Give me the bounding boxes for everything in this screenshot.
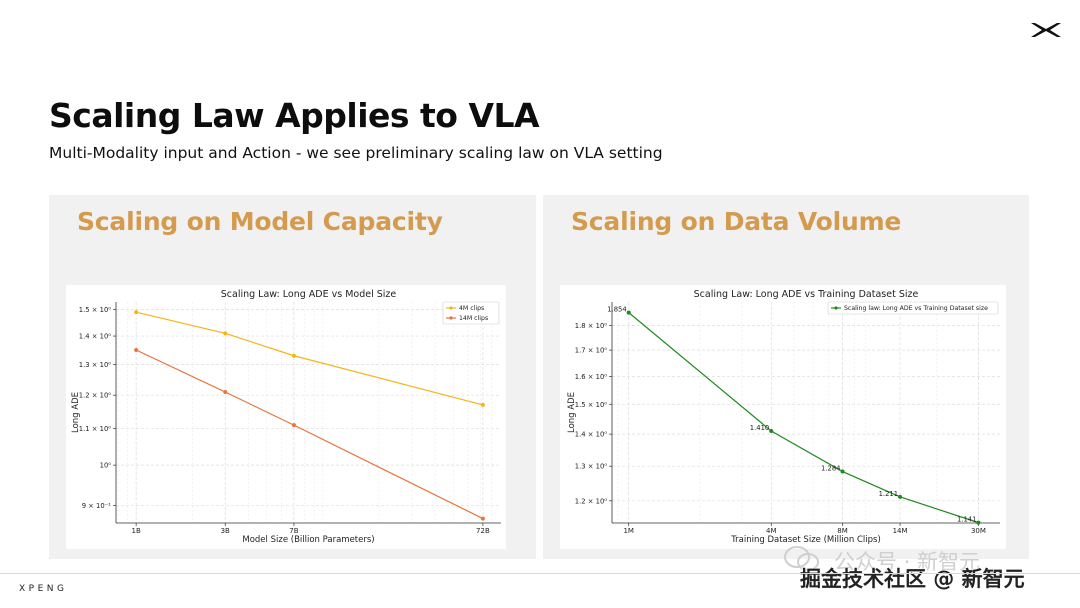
legend-box	[442, 301, 500, 325]
data-point	[223, 390, 228, 395]
data-label: 1.854	[607, 306, 626, 314]
x-axis-label: Training Dataset Size (Million Clips)	[730, 535, 881, 545]
chart-title: Scaling Law: Long ADE vs Training Datase…	[694, 289, 919, 300]
x-tick-label: 3B	[221, 527, 230, 535]
legend-marker	[834, 306, 838, 310]
page-subtitle: Multi-Modality input and Action - we see…	[49, 144, 663, 162]
x-tick-label: 8M	[837, 527, 848, 535]
data-point	[976, 520, 981, 525]
x-tick-label: 4M	[766, 527, 777, 535]
data-point	[840, 469, 845, 474]
data-point	[769, 429, 774, 434]
y-tick-label: 1.3 × 10⁰	[79, 361, 111, 369]
data-point	[134, 348, 139, 353]
data-point	[898, 494, 903, 499]
watermark-juejin: 掘金技术社区 @ 新智元	[800, 567, 1025, 591]
xpeng-logo-icon	[1031, 23, 1061, 37]
x-tick-label: 1M	[623, 527, 634, 535]
x-axis-label: Model Size (Billion Parameters)	[242, 535, 374, 545]
legend-entry: Scaling law: Long ADE vs Training Datase…	[844, 305, 988, 312]
data-point	[291, 423, 296, 428]
series-line	[628, 312, 979, 524]
legend-marker	[449, 306, 453, 310]
page-title: Scaling Law Applies to VLA	[49, 96, 540, 135]
model-capacity-title: Scaling on Model Capacity	[77, 207, 443, 236]
x-tick-label: 1B	[132, 527, 141, 535]
y-tick-label: 1.4 × 10⁰	[79, 333, 111, 341]
y-tick-label: 1.8 × 10⁰	[575, 322, 607, 330]
brand-wordmark: XPENG	[19, 584, 68, 594]
data-point	[626, 310, 631, 315]
data-point	[134, 310, 139, 315]
watermark-wechat-account: 公众号 · 新智元	[834, 550, 981, 574]
y-tick-label: 1.1 × 10⁰	[79, 425, 111, 433]
y-tick-label: 1.3 × 10⁰	[575, 463, 607, 471]
data-label: 1.410	[750, 424, 769, 432]
legend-entry: 14M clips	[459, 315, 488, 322]
y-tick-label: 1.6 × 10⁰	[575, 373, 607, 381]
x-tick-label: 7B	[289, 527, 298, 535]
chart-title: Scaling Law: Long ADE vs Model Size	[221, 289, 397, 300]
data-volume-panel: Scaling on Data Volume Scaling Law: Long…	[543, 195, 1029, 559]
data-point	[480, 402, 485, 407]
legend-box	[827, 301, 999, 315]
y-tick-label: 1.2 × 10⁰	[575, 497, 607, 505]
y-tick-label: 10⁰	[100, 462, 112, 470]
y-tick-label: 9 × 10⁻¹	[82, 502, 112, 510]
model-capacity-panel: Scaling on Model Capacity Scaling Law: L…	[49, 195, 536, 559]
x-tick-label: 14M	[893, 527, 908, 535]
x-tick-label: 30M	[971, 527, 986, 535]
data-point	[291, 353, 296, 358]
y-tick-label: 1.2 × 10⁰	[79, 392, 111, 400]
series-line	[135, 349, 484, 520]
y-tick-label: 1.4 × 10⁰	[575, 431, 607, 439]
data-label: 1.141	[957, 516, 976, 524]
y-axis-label: Long ADE	[71, 392, 81, 433]
data-point	[480, 516, 485, 521]
y-tick-label: 1.5 × 10⁰	[575, 401, 607, 409]
data-point	[223, 331, 228, 336]
model-size-chart: Scaling Law: Long ADE vs Model Size 1B 3B 7…	[71, 289, 501, 545]
y-tick-label: 1.7 × 10⁰	[575, 347, 607, 355]
dataset-size-chart-card: Scaling Law: Long ADE vs Training Datase…	[560, 285, 1006, 549]
dataset-size-chart: Scaling Law: Long ADE vs Training Datase…	[567, 289, 1000, 545]
data-label: 1.211	[879, 490, 898, 498]
footer-divider	[0, 573, 1080, 574]
legend-entry: 4M clips	[459, 305, 484, 312]
x-tick-label: 72B	[476, 527, 490, 535]
y-tick-label: 1.5 × 10⁰	[79, 306, 111, 314]
data-volume-title: Scaling on Data Volume	[571, 207, 902, 236]
wechat-icon	[784, 546, 819, 571]
series-line	[136, 311, 484, 406]
y-axis-label: Long ADE	[567, 392, 577, 433]
legend-marker	[449, 316, 453, 320]
data-label: 1.284	[821, 465, 840, 473]
model-size-chart-card: Scaling Law: Long ADE vs Model Size 1B 3B 7…	[66, 285, 506, 549]
